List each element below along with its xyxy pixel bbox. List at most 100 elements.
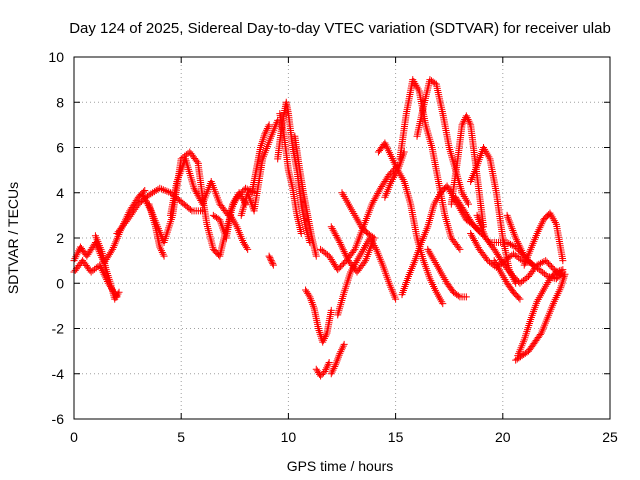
data-point: [516, 243, 524, 251]
data-point: [518, 247, 526, 255]
data-point: [147, 190, 155, 198]
data-point: [125, 214, 133, 222]
data-point: [268, 258, 276, 266]
data-point: [328, 224, 336, 232]
data-point: [542, 271, 550, 279]
data-point: [369, 198, 377, 206]
data-point: [543, 258, 551, 266]
data-point: [97, 265, 105, 273]
data-point: [150, 188, 158, 196]
data-point: [152, 186, 160, 194]
data-point: [127, 211, 135, 219]
data-point: [559, 278, 567, 286]
data-point: [163, 187, 171, 195]
x-axis-label: GPS time / hours: [287, 458, 394, 474]
data-point: [338, 346, 346, 354]
series-s13: [274, 98, 314, 247]
data-point: [156, 243, 164, 251]
data-point: [464, 115, 472, 123]
data-point: [561, 270, 569, 278]
data-point: [141, 195, 149, 203]
y-tick-label: 4: [56, 185, 64, 201]
data-point: [312, 252, 320, 260]
series-s11: [248, 121, 273, 197]
data-point: [269, 260, 277, 268]
data-point: [515, 241, 523, 249]
series-s10: [237, 116, 282, 219]
data-point: [158, 248, 166, 256]
data-point: [192, 188, 200, 196]
data-point: [158, 185, 166, 193]
data-point: [470, 237, 478, 245]
data-point: [262, 128, 270, 136]
y-tick-label: 8: [56, 94, 64, 110]
data-point: [126, 212, 134, 220]
series-s38: [520, 209, 567, 269]
data-point: [456, 245, 464, 253]
series-s37: [514, 266, 567, 360]
data-point: [263, 126, 271, 134]
x-tick-label: 10: [281, 429, 297, 445]
data-point: [325, 358, 333, 366]
data-point: [263, 124, 271, 132]
data-point: [316, 328, 324, 336]
data-point: [467, 229, 475, 237]
data-point: [265, 252, 273, 260]
data-point: [322, 366, 330, 374]
data-point: [466, 119, 474, 127]
data-point: [505, 239, 513, 247]
data-point: [159, 186, 167, 194]
y-tick-label: 6: [56, 140, 64, 156]
data-point: [159, 250, 167, 258]
data-point: [191, 186, 199, 194]
data-point: [141, 186, 149, 194]
data-point: [559, 266, 567, 274]
data-point: [512, 275, 520, 283]
data-point: [321, 333, 329, 341]
y-tick-label: 2: [56, 230, 64, 246]
series-s18: [327, 340, 348, 378]
data-point: [517, 245, 525, 253]
data-point: [335, 237, 343, 245]
data-point: [334, 266, 342, 274]
data-point: [472, 223, 480, 231]
data-point: [332, 231, 340, 239]
data-points: [70, 76, 569, 380]
data-point: [331, 363, 339, 371]
data-point: [317, 372, 325, 380]
data-point: [473, 225, 481, 233]
data-point: [547, 263, 555, 271]
data-point: [372, 193, 380, 201]
data-point: [513, 236, 521, 244]
data-point: [329, 226, 337, 234]
data-point: [533, 261, 541, 269]
data-point: [141, 196, 149, 204]
data-point: [160, 252, 168, 260]
data-point: [341, 249, 349, 257]
data-point: [458, 121, 466, 129]
data-point: [323, 364, 331, 372]
data-point: [244, 245, 252, 253]
data-point: [327, 306, 335, 314]
data-point: [319, 338, 327, 346]
data-point: [540, 258, 548, 266]
data-point: [557, 266, 565, 274]
data-point: [439, 300, 447, 308]
data-point: [509, 272, 517, 280]
series-s25: [396, 76, 464, 253]
data-point: [469, 233, 477, 241]
data-point: [392, 295, 400, 303]
data-point: [342, 251, 350, 259]
data-point: [265, 121, 273, 129]
data-point: [186, 206, 194, 214]
data-point: [507, 240, 515, 248]
data-point: [196, 195, 204, 203]
data-point: [267, 257, 275, 265]
data-point: [156, 184, 164, 192]
data-point: [161, 186, 169, 194]
data-point: [338, 344, 346, 352]
data-point: [387, 169, 395, 177]
data-point: [321, 367, 329, 375]
series-s20: [334, 234, 400, 319]
